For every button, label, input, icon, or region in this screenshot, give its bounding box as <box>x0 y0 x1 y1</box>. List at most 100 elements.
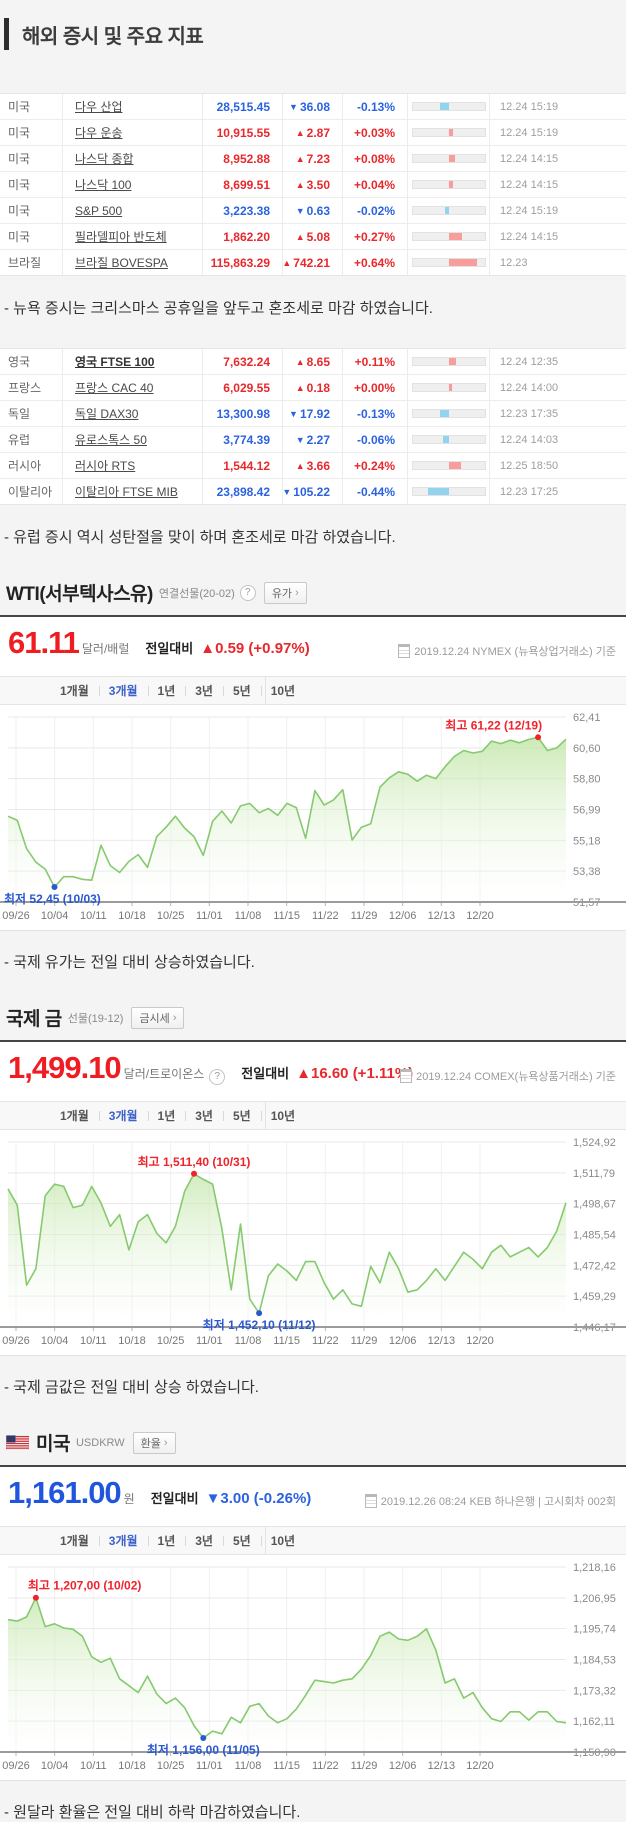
index-change-percent: +0.00% <box>343 375 408 400</box>
x-tick-label: 12/20 <box>466 1760 494 1772</box>
tab-3개월[interactable]: 3개월 <box>99 1107 148 1124</box>
up-arrow-icon: ▲ <box>295 127 305 138</box>
tab-1개월[interactable]: 1개월 <box>60 1534 89 1548</box>
quote-time: 12.23 <box>500 256 528 269</box>
table-row: 프랑스 프랑스 CAC 40 6,029.55 ▲ 0.18 +0.00% 12.24 14… <box>0 375 626 401</box>
up-arrow-icon: ▲ <box>295 382 305 393</box>
tab-3개월[interactable]: 3개월 <box>99 1532 148 1549</box>
index-link[interactable]: 다우 산업 <box>75 100 123 114</box>
index-link[interactable]: 이탈리아 FTSE MIB <box>75 485 178 499</box>
x-tick-label: 09/26 <box>2 1760 30 1772</box>
tab-5년[interactable]: 5년 <box>223 1107 261 1124</box>
tab-10년[interactable]: 10년 <box>261 1107 305 1124</box>
country-label: 이탈리아 <box>0 479 63 504</box>
gauge-bar <box>448 233 463 240</box>
usd-card: 1,161.00 원 전일대비 ▼3.00 (-0.26%) 2019.12.2… <box>0 1465 626 1781</box>
max-point-dot <box>191 1170 197 1177</box>
index-value: 28,515.45 <box>203 94 283 119</box>
index-name-cell: 영국 FTSE 100 <box>63 349 203 374</box>
index-name-cell: S&P 500 <box>63 198 203 223</box>
tab-5년[interactable]: 5년 <box>223 682 261 699</box>
table-row: 미국 필라델피아 반도체 1,862.20 ▲ 5.08 +0.27% 12.24 14:1… <box>0 224 626 250</box>
tab-1년[interactable]: 1년 <box>148 1532 186 1549</box>
page-title: 해외 증시 및 주요 지표 <box>22 25 204 48</box>
gold-price-link-button[interactable]: 금시세 › <box>131 1006 185 1029</box>
tab-3년[interactable]: 3년 <box>185 1532 223 1549</box>
wti-chart: 09/26 10/04 10/11 10/18 10/25 11/01 11/08 11/15… <box>0 705 626 930</box>
gauge-track <box>411 102 486 111</box>
country-label: 영국 <box>0 349 63 374</box>
quote-time: 12.24 14:15 <box>500 230 559 243</box>
index-change-percent: -0.13% <box>343 401 408 426</box>
table-row: 영국 영국 FTSE 100 7,632.24 ▲ 8.65 +0.11% 12.24 12… <box>0 349 626 375</box>
min-point-dot <box>200 1734 207 1741</box>
usd-reference: 2019.12.26 08:24 KEB 하나은행 | 고시회차 002회 <box>364 1493 616 1509</box>
index-change-percent: +0.11% <box>343 349 408 374</box>
tab-3년[interactable]: 3년 <box>185 682 223 699</box>
index-link[interactable]: 나스닥 100 <box>75 178 132 192</box>
europe-index-table: 영국 영국 FTSE 100 7,632.24 ▲ 8.65 +0.11% 12.24 12… <box>0 348 626 505</box>
index-change: ▲ 8.65 <box>283 349 343 374</box>
table-row: 유럽 유로스톡스 50 3,774.39 ▼ 2.27 -0.06% 12.24 14:03 <box>0 427 626 453</box>
tab-5년[interactable]: 5년 <box>223 1532 261 1549</box>
gauge-track <box>411 383 486 392</box>
tab-1년[interactable]: 1년 <box>148 682 186 699</box>
gauge-bar <box>440 103 449 110</box>
wti-change: ▲0.59 (+0.97%) <box>200 640 310 657</box>
change-gauge <box>408 198 490 223</box>
gold-title: 국제 금 <box>6 1009 62 1030</box>
index-change: ▲ 3.50 <box>283 172 343 197</box>
index-name-cell: 프랑스 CAC 40 <box>63 375 203 400</box>
y-tick-label: 53,38 <box>573 866 601 878</box>
index-change: ▼ 17.92 <box>283 401 343 426</box>
gauge-bar <box>448 181 454 188</box>
index-link[interactable]: 유로스톡스 50 <box>75 433 147 447</box>
oil-link-button[interactable]: 유가 › <box>263 581 307 604</box>
exchange-rate-link-button[interactable]: 환율 › <box>132 1431 176 1454</box>
index-link[interactable]: 독일 DAX30 <box>75 407 139 421</box>
index-link[interactable]: 프랑스 CAC 40 <box>75 381 154 395</box>
help-icon[interactable]: ? <box>209 1068 226 1085</box>
up-arrow-icon: ▲ <box>295 153 305 164</box>
tab-3년[interactable]: 3년 <box>185 1107 223 1124</box>
europe-note: - 유럽 증시 역시 성탄절을 맞이 하며 혼조세로 마감 하였습니다. <box>4 529 396 546</box>
wti-note: - 국제 유가는 전일 대비 상승하였습니다. <box>4 954 255 971</box>
index-change-percent: -0.02% <box>343 198 408 223</box>
gold-unit: 달러/트로이온스 <box>123 1067 205 1081</box>
wti-price-row: 61.11 달러/배럴 전일대비 ▲0.59 (+0.97%) 2019.12.… <box>0 617 626 676</box>
index-link[interactable]: 러시아 RTS <box>75 459 136 473</box>
y-tick-label: 58,80 <box>573 774 601 786</box>
country-label: 미국 <box>0 146 63 171</box>
quote-time: 12.24 15:19 <box>500 100 559 113</box>
y-tick-label: 1,524,92 <box>573 1137 616 1149</box>
index-link[interactable]: 영국 FTSE 100 <box>75 355 155 369</box>
quote-time: 12.23 17:35 <box>500 407 559 420</box>
gauge-track <box>411 435 486 444</box>
x-tick-label: 12/06 <box>389 1335 417 1347</box>
gauge-bar <box>443 436 449 443</box>
index-value: 13,300.98 <box>203 401 283 426</box>
index-name-cell: 유로스톡스 50 <box>63 427 203 452</box>
y-tick-label: 55,18 <box>573 835 601 847</box>
index-link[interactable]: 브라질 BOVESPA <box>75 256 168 270</box>
tab-3개월[interactable]: 3개월 <box>99 682 148 699</box>
index-link[interactable]: 필라델피아 반도체 <box>75 230 167 244</box>
x-tick-label: 10/18 <box>118 1760 146 1772</box>
wti-price: 61.11 <box>8 625 80 660</box>
max-annotation-label: 최고 1,207,00 (10/02) <box>28 1578 141 1593</box>
tab-1년[interactable]: 1년 <box>148 1107 186 1124</box>
y-tick-label: 62,41 <box>573 712 601 724</box>
gauge-bar <box>448 259 478 266</box>
tab-10년[interactable]: 10년 <box>261 682 305 699</box>
index-link[interactable]: 나스닥 종합 <box>75 152 134 166</box>
tab-1개월[interactable]: 1개월 <box>60 684 89 698</box>
index-link[interactable]: 다우 운송 <box>75 126 123 140</box>
index-change-percent: +0.27% <box>343 224 408 249</box>
page-header: 해외 증시 및 주요 지표 <box>0 0 626 55</box>
tab-10년[interactable]: 10년 <box>261 1532 305 1549</box>
tab-1개월[interactable]: 1개월 <box>60 1109 89 1123</box>
help-icon[interactable]: ? <box>239 584 256 601</box>
index-link[interactable]: S&P 500 <box>75 203 123 218</box>
x-tick-label: 11/15 <box>273 1335 300 1347</box>
chevron-right-icon: › <box>163 1436 168 1449</box>
